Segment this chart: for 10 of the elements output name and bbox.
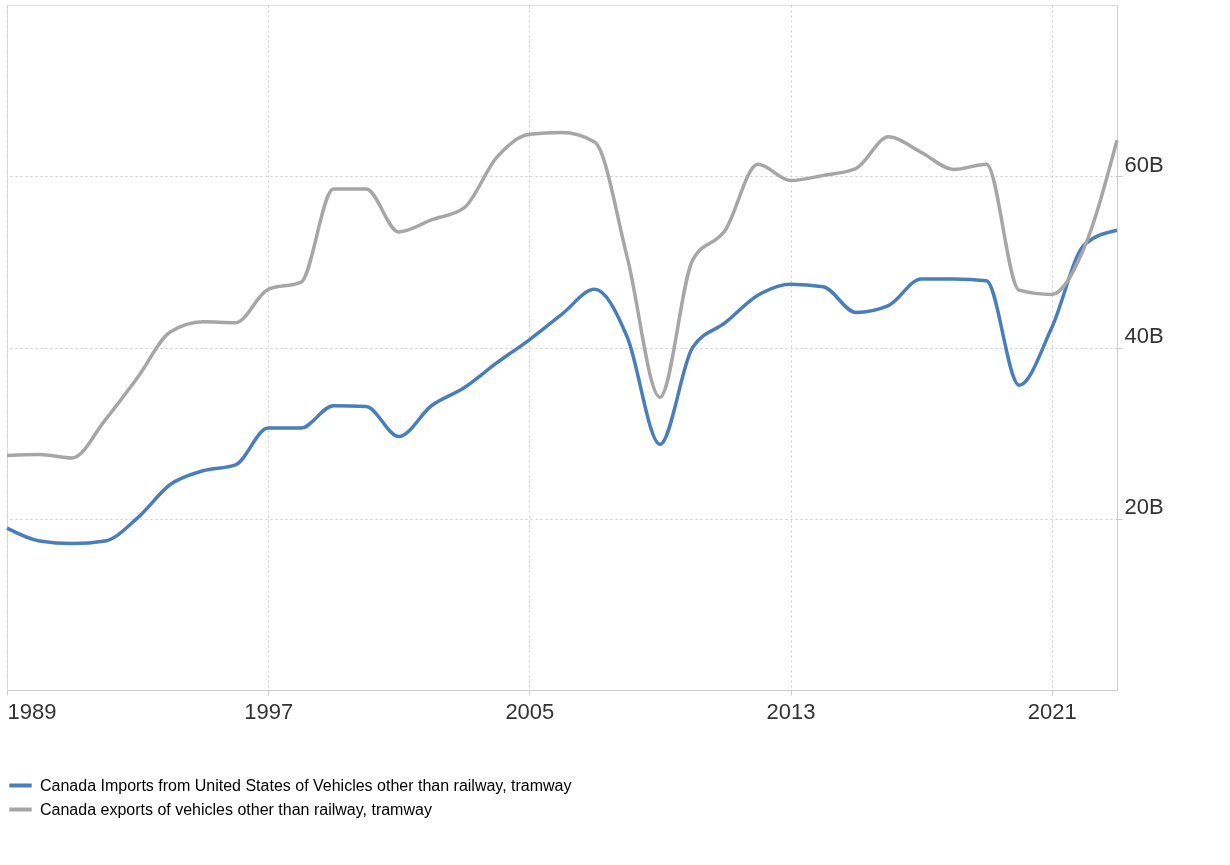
legend-label: Canada Imports from United States of Vehicles other than railway, tramway: [40, 776, 572, 794]
y-tick-label: 20B: [1124, 494, 1164, 520]
y-tick-label: 40B: [1124, 323, 1164, 348]
y-tick-label: 60B: [1124, 151, 1164, 177]
x-tick-label: 1989: [7, 698, 57, 724]
x-tick-label: 2021: [1027, 698, 1077, 724]
x-tick-label: 2005: [505, 698, 555, 724]
x-tick-label: 2013: [766, 698, 816, 724]
x-tick-label: 1997: [244, 698, 294, 724]
legend-label: Canada exports of vehicles other than railway, tramway: [40, 800, 432, 818]
